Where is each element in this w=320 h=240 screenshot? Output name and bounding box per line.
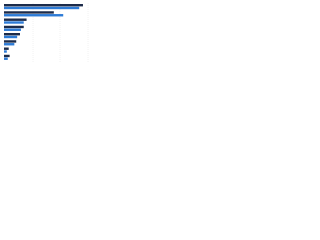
bar <box>4 33 20 36</box>
bar <box>4 25 24 29</box>
bar <box>4 57 8 60</box>
bar <box>4 50 7 53</box>
bar <box>4 47 9 50</box>
bar <box>4 35 18 39</box>
bar <box>4 18 27 21</box>
page: (() => { const data = JSON.parse(documen… <box>0 0 100 71</box>
bar <box>4 4 83 7</box>
bar <box>4 43 15 46</box>
bar <box>4 54 10 58</box>
bar <box>4 6 80 10</box>
bar <box>4 21 24 24</box>
bar <box>4 11 54 14</box>
bar <box>4 14 64 17</box>
bar <box>4 40 17 43</box>
chart <box>4 3 89 62</box>
bar <box>4 28 21 31</box>
